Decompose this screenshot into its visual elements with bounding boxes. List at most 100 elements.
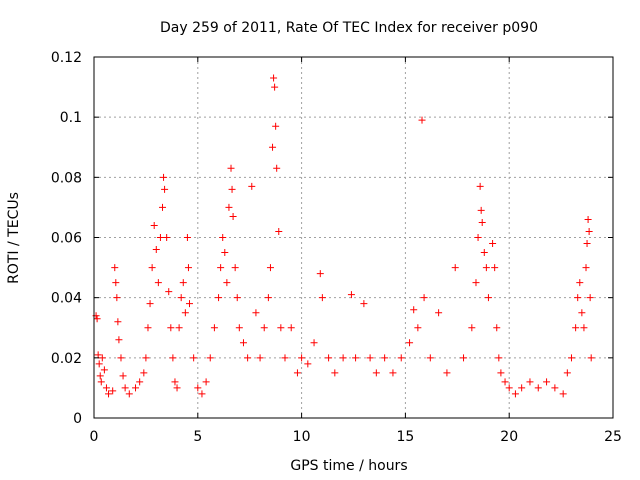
data-point: [228, 185, 236, 193]
data-point: [563, 369, 571, 377]
data-point: [426, 354, 434, 362]
data-point: [111, 264, 119, 272]
y-tick-label: 0.08: [51, 170, 82, 186]
data-point: [266, 264, 274, 272]
data-point: [551, 384, 559, 392]
data-point: [559, 390, 567, 398]
data-point: [414, 324, 422, 332]
data-point: [142, 354, 150, 362]
data-point: [171, 378, 179, 386]
data-point: [493, 324, 501, 332]
data-point: [184, 264, 192, 272]
y-axis-label: ROTI / TECUs: [6, 192, 22, 284]
data-point: [175, 324, 183, 332]
data-point: [223, 279, 231, 287]
data-point: [352, 354, 360, 362]
data-point: [480, 249, 488, 257]
data-point: [474, 234, 482, 241]
data-point: [190, 354, 198, 362]
data-point: [501, 378, 509, 386]
data-point: [318, 294, 326, 302]
data-point: [144, 324, 152, 332]
data-point: [173, 384, 181, 392]
data-point: [125, 390, 133, 398]
data-point: [185, 300, 193, 308]
data-point: [146, 300, 154, 308]
data-point: [233, 294, 241, 302]
data-point: [117, 354, 125, 362]
data-point: [115, 336, 123, 344]
data-point: [406, 339, 414, 347]
x-tick-label: 20: [500, 429, 518, 445]
data-point: [518, 384, 526, 392]
data-point: [331, 369, 339, 377]
data-point: [270, 74, 278, 82]
x-tick-label: 5: [193, 429, 202, 445]
chart-title: Day 259 of 2011, Rate Of TEC Index for r…: [160, 20, 538, 36]
data-point: [476, 182, 484, 190]
y-tick-label: 0.04: [51, 291, 82, 307]
data-point: [100, 366, 108, 374]
data-point: [202, 378, 210, 386]
data-point: [381, 354, 389, 362]
y-tick-label: 0.1: [60, 110, 82, 126]
data-point: [574, 294, 582, 302]
data-point: [468, 324, 476, 332]
data-point: [121, 384, 129, 392]
y-tick-label: 0: [73, 411, 82, 427]
data-point: [264, 294, 272, 302]
data-point: [154, 279, 162, 287]
data-point: [194, 384, 202, 392]
data-point: [102, 384, 110, 392]
data-point: [310, 339, 318, 347]
data-point: [165, 288, 173, 296]
data-point: [148, 264, 156, 272]
data-point: [347, 291, 355, 299]
data-point: [179, 279, 187, 287]
data-point: [576, 279, 584, 287]
data-point: [491, 264, 499, 272]
data-point: [93, 315, 101, 323]
data-point: [511, 390, 519, 398]
data-point: [472, 279, 480, 287]
data-point: [372, 369, 380, 377]
data-point: [587, 354, 595, 362]
data-point: [482, 264, 490, 272]
data-point: [260, 324, 268, 332]
data-point: [586, 294, 594, 302]
data-point: [256, 354, 264, 362]
data-point: [389, 369, 397, 377]
data-point: [177, 294, 185, 302]
data-point: [366, 354, 374, 362]
data-point: [584, 215, 592, 223]
data-point: [489, 240, 497, 248]
y-tick-label: 0.02: [51, 351, 82, 367]
data-point: [477, 206, 485, 214]
data-point: [114, 318, 122, 326]
data-point: [534, 384, 542, 392]
data-point: [219, 234, 227, 241]
data-point: [183, 234, 191, 241]
data-point: [159, 203, 167, 211]
data-point: [281, 354, 289, 362]
data-point: [235, 324, 243, 332]
data-point: [418, 116, 426, 124]
y-tick-label: 0.12: [51, 50, 82, 66]
data-point: [420, 294, 428, 302]
data-point: [583, 240, 591, 248]
data-point: [229, 212, 237, 220]
data-point: [275, 227, 283, 235]
data-point: [217, 264, 225, 272]
data-point: [221, 249, 229, 257]
data-point: [156, 234, 164, 241]
data-point: [94, 351, 102, 359]
data-point: [460, 354, 468, 362]
data-point: [136, 378, 144, 386]
data-point: [140, 369, 148, 377]
data-point: [484, 294, 492, 302]
data-point: [105, 390, 113, 398]
data-point: [451, 264, 459, 272]
data-point: [244, 354, 252, 362]
data-point: [497, 369, 505, 377]
data-point: [167, 324, 175, 332]
